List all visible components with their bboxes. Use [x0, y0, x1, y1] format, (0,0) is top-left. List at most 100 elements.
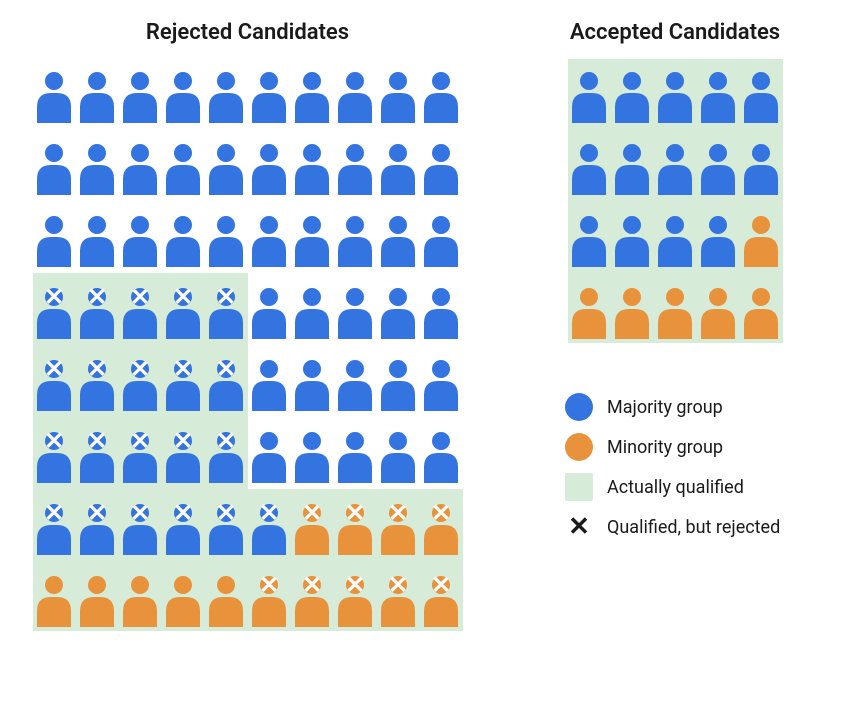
- person-icon: ✕: [292, 495, 332, 555]
- person-icon: ✕: [421, 567, 461, 627]
- person-icon: [612, 207, 652, 267]
- person-icon: ✕: [206, 351, 246, 411]
- person-icon: [335, 279, 375, 339]
- legend-item: Majority group: [565, 393, 780, 421]
- person-icon: ✕: [163, 279, 203, 339]
- person-icon: [120, 63, 160, 123]
- person-icon: [249, 423, 289, 483]
- person-icon: [421, 351, 461, 411]
- person-icon: ✕: [249, 495, 289, 555]
- person-icon: [335, 63, 375, 123]
- person-icon: ✕: [292, 567, 332, 627]
- person-icon: [120, 207, 160, 267]
- person-icon: [206, 135, 246, 195]
- person-icon: [421, 63, 461, 123]
- person-icon: ✕: [34, 279, 74, 339]
- person-icon: [741, 63, 781, 123]
- person-icon: [249, 63, 289, 123]
- person-icon: [77, 567, 117, 627]
- person-icon: [292, 63, 332, 123]
- legend-label: Minority group: [607, 437, 723, 458]
- rejected-grid: ✕ ✕ ✕ ✕ ✕ ✕ ✕ ✕ ✕ ✕: [30, 59, 465, 631]
- person-icon: [569, 135, 609, 195]
- person-icon: [249, 135, 289, 195]
- person-icon: [335, 135, 375, 195]
- person-icon: [34, 135, 74, 195]
- person-icon: ✕: [77, 351, 117, 411]
- person-icon: [292, 423, 332, 483]
- person-icon: [120, 567, 160, 627]
- person-icon: [698, 207, 738, 267]
- person-icon: [34, 567, 74, 627]
- person-icon: ✕: [335, 567, 375, 627]
- legend: Majority group Minority group Actually qua…: [565, 393, 780, 541]
- person-icon: ✕: [378, 495, 418, 555]
- person-icon: [378, 423, 418, 483]
- person-icon: ✕: [249, 567, 289, 627]
- person-icon: [698, 135, 738, 195]
- person-icon: [698, 279, 738, 339]
- legend-label: Majority group: [607, 397, 723, 418]
- person-icon: [206, 63, 246, 123]
- person-icon: [741, 135, 781, 195]
- legend-circle-icon: [565, 433, 593, 461]
- person-icon: [378, 351, 418, 411]
- person-icon: ✕: [378, 567, 418, 627]
- legend-label: Actually qualified: [607, 477, 744, 498]
- person-icon: ✕: [163, 423, 203, 483]
- person-icon: [655, 63, 695, 123]
- person-icon: ✕: [77, 423, 117, 483]
- person-icon: [378, 63, 418, 123]
- person-icon: [421, 423, 461, 483]
- legend-circle-icon: [565, 393, 593, 421]
- person-icon: [741, 279, 781, 339]
- person-icon: [741, 207, 781, 267]
- accepted-grid-wrap: [565, 59, 785, 343]
- person-icon: [569, 63, 609, 123]
- person-icon: [292, 135, 332, 195]
- person-icon: [34, 207, 74, 267]
- person-icon: [335, 351, 375, 411]
- person-icon: ✕: [206, 423, 246, 483]
- person-icon: [612, 63, 652, 123]
- legend-item: ✕ Qualified, but rejected: [565, 513, 780, 541]
- person-icon: ✕: [335, 495, 375, 555]
- legend-label: Qualified, but rejected: [607, 517, 780, 538]
- person-icon: ✕: [34, 495, 74, 555]
- person-icon: [292, 351, 332, 411]
- figure-container: Rejected Candidates: [30, 20, 826, 631]
- person-icon: [655, 207, 695, 267]
- rejected-grid-wrap: ✕ ✕ ✕ ✕ ✕ ✕ ✕ ✕ ✕ ✕: [30, 59, 465, 631]
- person-icon: [655, 135, 695, 195]
- person-icon: [378, 135, 418, 195]
- person-icon: ✕: [120, 495, 160, 555]
- person-icon: [163, 135, 203, 195]
- person-icon: [698, 63, 738, 123]
- person-icon: ✕: [34, 423, 74, 483]
- person-icon: [292, 207, 332, 267]
- person-icon: [163, 567, 203, 627]
- person-icon: [120, 135, 160, 195]
- accepted-title: Accepted Candidates: [565, 20, 785, 45]
- person-icon: [421, 135, 461, 195]
- legend-item: Actually qualified: [565, 473, 780, 501]
- person-icon: ✕: [163, 351, 203, 411]
- person-icon: [335, 423, 375, 483]
- person-icon: [34, 63, 74, 123]
- person-icon: [249, 207, 289, 267]
- accepted-grid: [565, 59, 785, 343]
- person-icon: [77, 135, 117, 195]
- person-icon: ✕: [77, 495, 117, 555]
- person-icon: [421, 279, 461, 339]
- person-icon: ✕: [206, 279, 246, 339]
- accepted-column: Accepted Candidates: [565, 20, 785, 541]
- rejected-title: Rejected Candidates: [146, 20, 349, 45]
- person-icon: ✕: [34, 351, 74, 411]
- rejected-column: Rejected Candidates: [30, 20, 465, 631]
- legend-x-icon: ✕: [565, 513, 593, 541]
- person-icon: [77, 207, 117, 267]
- person-icon: [612, 279, 652, 339]
- person-icon: [77, 63, 117, 123]
- person-icon: [292, 279, 332, 339]
- person-icon: [249, 351, 289, 411]
